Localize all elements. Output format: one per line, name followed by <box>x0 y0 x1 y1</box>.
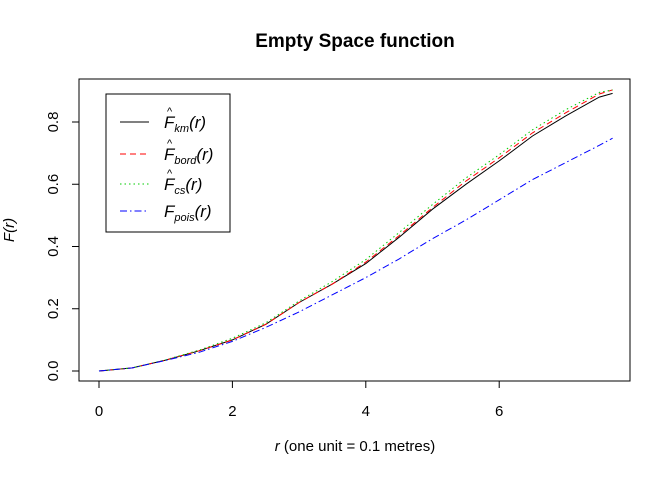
y-axis-label: F(r) <box>1 218 18 242</box>
x-axis-label-var: r <box>275 438 281 455</box>
legend-label-bord: Fbord(r) <box>164 145 213 167</box>
y-axis: 0.0 0.2 0.4 0.6 0.8 <box>45 112 80 382</box>
legend-label-km: Fkm(r) <box>164 113 206 135</box>
legend-label-sub: km <box>174 123 189 135</box>
legend-label-arg: (r) <box>195 202 212 221</box>
y-tick-label: 0.2 <box>45 298 62 319</box>
legend-hat-icon: ^ <box>167 138 173 150</box>
legend-label-cs: Fcs(r) <box>164 175 202 197</box>
series-line-pois <box>98 137 613 372</box>
legend-label-sub: bord <box>174 155 197 167</box>
chart-title: Empty Space function <box>255 31 455 52</box>
legend-label-arg: (r) <box>196 145 213 164</box>
y-tick-label: 0.4 <box>45 236 62 257</box>
y-tick-label: 0.8 <box>45 112 62 133</box>
x-tick-label: 2 <box>228 403 236 420</box>
legend-label-sub: pois <box>173 212 195 224</box>
legend-hat-icon: ^ <box>167 106 173 118</box>
x-tick-label: 4 <box>362 403 370 420</box>
x-axis-label: r (one unit = 0.1 metres) <box>275 438 436 455</box>
legend-label-main: F <box>164 145 176 164</box>
x-axis: 0 2 4 6 <box>95 380 503 420</box>
legend-label-main: F <box>164 202 176 221</box>
x-axis-label-rest: (one unit = 0.1 metres) <box>280 438 436 455</box>
x-tick-label: 6 <box>495 403 503 420</box>
series-line-cs <box>98 89 613 372</box>
legend-label-arg: (r) <box>185 175 202 194</box>
y-tick-label: 0.6 <box>45 174 62 195</box>
series-line-bord <box>98 89 613 372</box>
legend-hat-icon: ^ <box>167 168 173 180</box>
series-layer <box>98 89 613 372</box>
legend-box <box>105 93 231 233</box>
legend: Fkm(r)^Fbord(r)^Fcs(r)^Fpois(r) <box>105 93 231 233</box>
legend-label-main: F <box>164 113 176 132</box>
legend-label-main: F <box>164 175 176 194</box>
y-tick-label: 0.0 <box>45 361 62 382</box>
legend-label-pois: Fpois(r) <box>164 202 212 224</box>
legend-label-arg: (r) <box>189 113 206 132</box>
legend-label-sub: cs <box>174 185 186 197</box>
x-tick-label: 0 <box>95 403 103 420</box>
